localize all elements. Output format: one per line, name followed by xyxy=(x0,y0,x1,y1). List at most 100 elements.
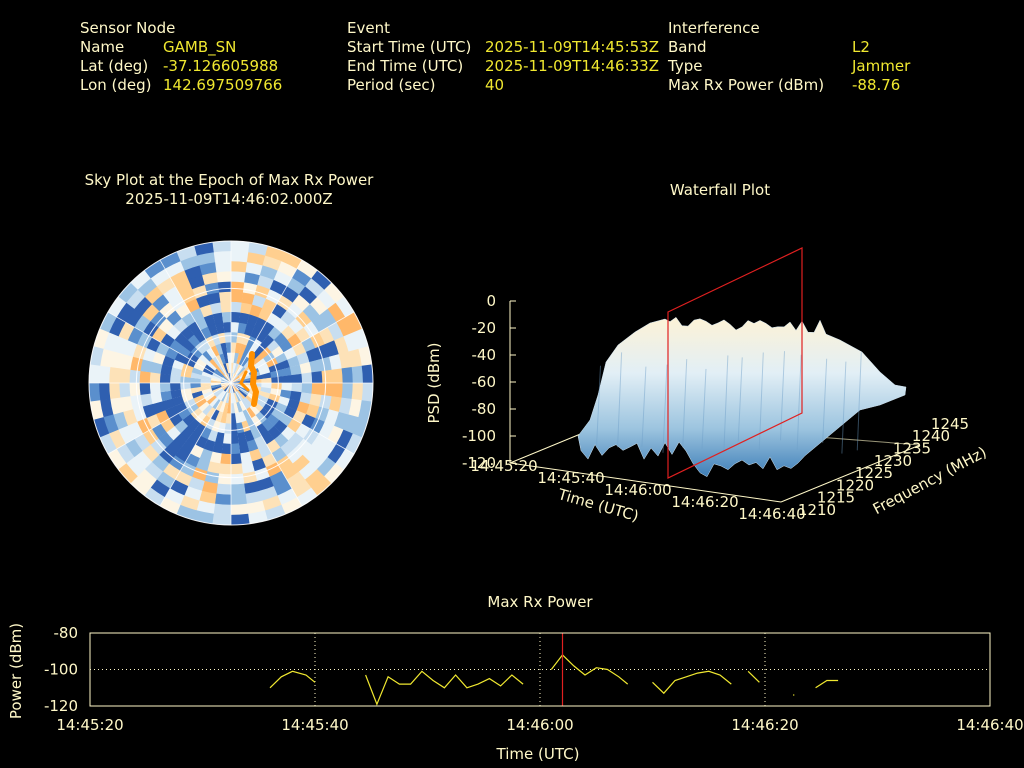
sky-plot-cell xyxy=(236,422,245,434)
sky-plot-cell xyxy=(134,296,153,316)
series-line-segment xyxy=(550,653,629,685)
sky-plot-cell xyxy=(99,398,114,418)
sky-plot-cell xyxy=(277,260,298,278)
sky-plot-cell xyxy=(199,448,213,462)
sky-plot-cell xyxy=(214,389,224,398)
sky-plot-cell xyxy=(241,356,250,367)
sky-plot-cell xyxy=(190,407,203,420)
sky-plot-cell xyxy=(214,493,231,506)
sky-plot-cell xyxy=(93,416,110,438)
sky-plot-cell xyxy=(235,342,242,354)
sky-plot-cell xyxy=(268,393,281,403)
event-heading: Event xyxy=(347,19,390,37)
sky-plot-cell xyxy=(142,428,159,446)
sky-plot-cell xyxy=(324,463,345,485)
sky-plot-cell xyxy=(311,476,332,497)
sky-plot-cell xyxy=(220,453,231,465)
sky-plot-cell xyxy=(191,367,203,376)
sky-plot-cell xyxy=(156,276,176,295)
sky-plot-cell xyxy=(257,362,270,372)
sky-plot-cell xyxy=(309,296,329,316)
sky-plot-cell xyxy=(125,456,145,477)
sky-plot-cell xyxy=(238,411,247,423)
sky-plot-cell xyxy=(207,429,218,443)
sky-plot-cell xyxy=(199,338,211,351)
sky-plot-cell xyxy=(242,345,252,357)
sky-plot-cell xyxy=(296,351,310,365)
sky-plot-cell xyxy=(219,291,232,303)
sky-plot-cell xyxy=(328,396,343,413)
sky-plot-cell xyxy=(194,342,207,355)
sky-plot-cell xyxy=(108,429,126,450)
sky-plot-cell xyxy=(205,347,216,359)
sky-plot-cell xyxy=(303,428,320,446)
sky-plot-cell xyxy=(177,408,191,421)
sky-plot-cell xyxy=(291,373,303,384)
sky-plot-cell xyxy=(241,291,255,305)
sky-plot-cell xyxy=(231,311,241,323)
sky-plot-cell xyxy=(271,408,285,421)
sky-plot-cell xyxy=(117,281,138,303)
sky-plot-cell xyxy=(159,373,171,383)
sky-plot-cell xyxy=(181,393,194,403)
sky-plot-cell xyxy=(277,488,298,506)
sky-plot-cell xyxy=(215,343,224,355)
sky-plot-cell xyxy=(238,354,247,366)
waterfall-z-tick-label: -120 xyxy=(462,454,496,472)
sky-plot-cell xyxy=(280,367,292,377)
sky-plot-cell xyxy=(206,395,217,405)
sky-plot-cell xyxy=(201,350,213,362)
sensor-node-block: Sensor Node Name GAMB_SN Lat (deg) -37.126… xyxy=(80,19,282,95)
sky-plot-cell xyxy=(318,326,335,345)
sky-plot-cell xyxy=(222,375,231,383)
sky-plot-cell xyxy=(199,415,211,428)
sky-plot-cell xyxy=(244,429,255,443)
sky-plot-cell xyxy=(259,367,271,376)
sky-plot-cell xyxy=(241,333,251,346)
sky-plot-cell xyxy=(280,389,292,400)
max-power-title: Max Rx Power xyxy=(487,593,593,611)
series-line-segment xyxy=(652,670,732,695)
sky-plot-cell xyxy=(231,281,245,293)
sky-plot-cell xyxy=(255,342,268,355)
sky-plot-cell xyxy=(361,383,373,402)
sky-plot-cell xyxy=(277,396,291,407)
sky-plot-cell xyxy=(296,487,318,507)
sky-plot-cell xyxy=(99,311,117,333)
waterfall-plot: 0-20-40-60-80-100-12014:45:2014:45:4014:… xyxy=(425,247,990,525)
sky-plot-cell xyxy=(228,383,231,394)
sky-plot-cell xyxy=(311,433,329,452)
sky-plot-cell xyxy=(251,415,263,428)
sky-plot-cell xyxy=(193,423,206,437)
sky-plot-cell xyxy=(223,321,232,333)
sky-plot-cell xyxy=(223,374,231,383)
sky-plot-cell xyxy=(244,323,255,337)
sky-plot-cell xyxy=(327,302,346,323)
sky-plot-cell xyxy=(216,483,231,496)
sky-plot-cell xyxy=(305,277,325,298)
sky-plot-cell xyxy=(298,461,318,481)
sky-plot-cell xyxy=(236,353,243,365)
sky-plot-cell xyxy=(156,471,176,489)
sky-plot-cell xyxy=(210,380,221,383)
sky-plot-cell xyxy=(237,432,247,444)
sky-plot-cell xyxy=(218,463,231,475)
sky-plot-cell xyxy=(246,439,259,453)
sky-plot-cell xyxy=(160,364,173,376)
waterfall-z-axis-label: PSD (dBm) xyxy=(425,342,443,423)
sky-plot-cell xyxy=(137,277,158,297)
info-label: Name xyxy=(80,38,125,56)
sky-plot-cell xyxy=(249,304,263,318)
sky-plot-cell xyxy=(269,470,288,487)
sky-plot-cell xyxy=(286,471,306,490)
info-value: -37.126605988 xyxy=(163,57,279,75)
sky-plot-cell xyxy=(218,391,226,402)
sky-plot-cell xyxy=(228,393,231,404)
sky-plot-cell xyxy=(260,372,272,380)
sky-plot-cell xyxy=(108,382,121,399)
info-value: -88.76 xyxy=(852,76,901,94)
sky-plot-cell xyxy=(201,371,213,378)
sky-plot-cell xyxy=(214,368,224,377)
waterfall-surface-ridge xyxy=(856,352,862,451)
sky-plot-cell xyxy=(259,346,272,359)
